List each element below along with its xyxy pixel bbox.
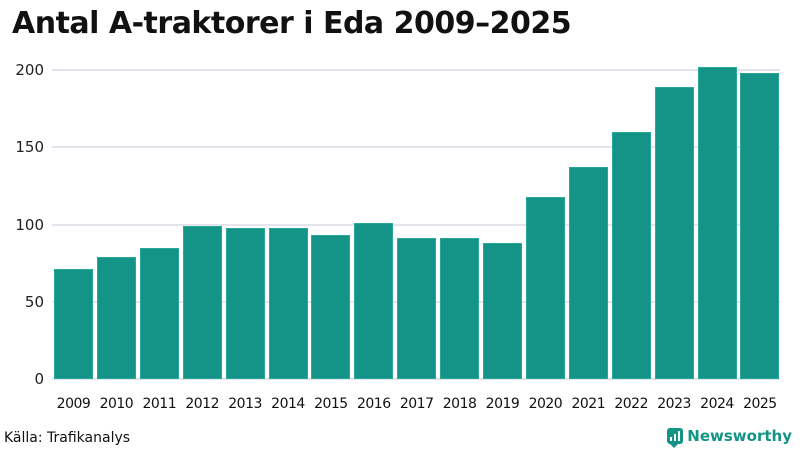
newsworthy-brand: Newsworthy (667, 427, 792, 448)
bar-2016 (354, 222, 394, 379)
x-tick-label: 2014 (271, 396, 305, 412)
y-tick-label: 200 (15, 61, 44, 79)
x-tick-label: 2016 (356, 396, 391, 412)
bar-2019 (483, 243, 522, 379)
x-tick-label: 2013 (228, 396, 262, 412)
x-tick-label: 2011 (142, 396, 177, 412)
x-tick-label: 2019 (485, 396, 520, 412)
bar-2014 (268, 227, 308, 379)
x-tick-label: 2023 (657, 396, 691, 412)
bar-2010 (96, 256, 136, 379)
y-tick-label: 0 (34, 370, 44, 388)
x-tick-label: 2021 (571, 396, 606, 412)
x-tick-label: 2025 (743, 396, 777, 412)
x-tick-label: 2020 (528, 396, 563, 412)
bar-2017 (397, 238, 437, 379)
gridline (52, 146, 780, 149)
x-tick-label: 2015 (314, 396, 348, 412)
y-tick-label: 100 (15, 215, 44, 234)
bar-2011 (139, 247, 179, 379)
x-tick-label: 2017 (399, 396, 434, 412)
bar-2018 (440, 238, 480, 379)
bar-2015 (311, 235, 351, 379)
gridline (52, 223, 780, 226)
bar-2022 (611, 131, 651, 379)
source-caption: Källa: Trafikanalys (4, 430, 131, 446)
bar-2025 (740, 73, 780, 379)
bar-2009 (54, 269, 93, 379)
x-tick-label: 2024 (700, 396, 734, 412)
x-tick-label: 2010 (99, 396, 134, 412)
bar-2023 (654, 86, 694, 379)
gridline (52, 378, 780, 380)
bar-2013 (225, 227, 265, 379)
x-tick-label: 2018 (442, 396, 477, 412)
bar-2024 (697, 66, 737, 379)
x-tick-label: 2009 (56, 396, 91, 412)
bar-2021 (568, 167, 608, 379)
gridline (52, 69, 780, 71)
x-tick-label: 2012 (185, 396, 219, 412)
x-tick-label: 2022 (614, 396, 648, 412)
y-tick-label: 50 (24, 292, 44, 311)
newsworthy-logo-icon (667, 428, 684, 448)
chart-title: Antal A-traktorer i Eda 2009–2025 (12, 6, 572, 41)
bar-2020 (525, 196, 565, 379)
bar-2012 (182, 226, 222, 379)
brand-name: Newsworthy (687, 427, 792, 445)
y-tick-label: 150 (15, 138, 44, 157)
